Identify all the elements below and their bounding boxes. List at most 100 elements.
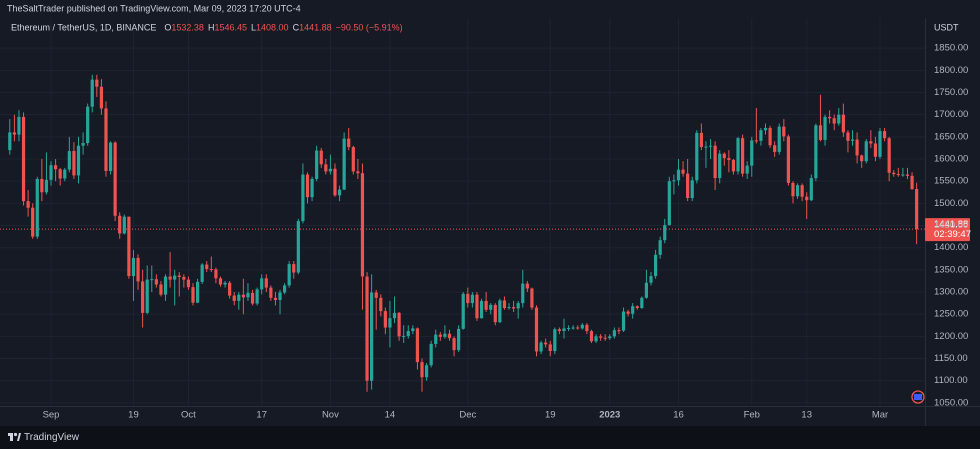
- y-tick-label: 1300.00: [934, 287, 968, 298]
- candle-body: [608, 336, 612, 339]
- legend-value: 1441.88: [299, 22, 332, 32]
- candle-body: [76, 145, 81, 176]
- x-tick-label: Oct: [181, 410, 196, 421]
- candle-body: [333, 168, 337, 196]
- candle-body: [777, 126, 781, 152]
- legend-value: 1408.00: [256, 22, 289, 32]
- candle-body: [159, 284, 163, 295]
- candle-body: [292, 264, 296, 273]
- candle-body: [26, 201, 30, 208]
- candle-body: [406, 331, 410, 336]
- candle-body: [31, 207, 35, 237]
- candle-body: [104, 108, 108, 171]
- x-tick-label: Nov: [322, 410, 339, 421]
- candle-body: [145, 279, 149, 313]
- candle-body: [250, 292, 255, 304]
- candle-body: [640, 297, 644, 309]
- x-tick-label: 17: [256, 410, 267, 421]
- candle-body: [681, 169, 685, 174]
- candle-body: [122, 216, 126, 234]
- y-tick-label: 1650.00: [934, 131, 968, 142]
- candle-body: [516, 303, 520, 309]
- y-tick-label: 1800.00: [934, 65, 968, 76]
- candle-body: [676, 169, 681, 181]
- candle-body: [228, 282, 232, 296]
- candle-body: [264, 278, 268, 288]
- candle-body: [81, 143, 85, 146]
- candle-body: [534, 307, 539, 352]
- candle-body: [278, 292, 282, 301]
- candle-body: [708, 145, 713, 147]
- candle-body: [319, 150, 323, 165]
- legend-key: H: [208, 22, 215, 32]
- candle-body: [795, 185, 800, 197]
- candle-body: [855, 139, 859, 156]
- candle-body: [530, 288, 534, 308]
- candle-body: [750, 140, 754, 166]
- candle-body: [814, 125, 818, 179]
- x-tick-label: Sep: [43, 410, 60, 421]
- candle-body: [273, 297, 278, 301]
- candle-body: [360, 173, 365, 277]
- candle-body: [411, 328, 415, 332]
- candle-body: [736, 138, 740, 172]
- candle-body: [466, 293, 470, 304]
- candle-body: [191, 287, 195, 303]
- brand-logo: [8, 432, 21, 441]
- candle-body: [195, 281, 200, 303]
- candle-body: [695, 132, 699, 181]
- candle-body: [223, 282, 227, 285]
- candle-body: [873, 143, 878, 157]
- candle-body: [72, 151, 76, 176]
- candle-body: [553, 329, 557, 352]
- y-tick-label: 1050.00: [934, 397, 968, 408]
- candle-body: [269, 287, 273, 298]
- candle-body: [141, 281, 145, 313]
- candle-body: [727, 158, 731, 160]
- candle-body: [347, 138, 351, 148]
- candle-body: [768, 127, 772, 146]
- candle-body: [246, 292, 250, 298]
- candle-body: [887, 138, 891, 173]
- legend-change: −90.50 (−5.91%): [336, 22, 403, 32]
- candle-body: [86, 106, 90, 144]
- candle-body: [663, 225, 667, 241]
- candle-body: [644, 282, 649, 298]
- candle-body: [58, 169, 62, 179]
- flag-icon: [911, 390, 925, 404]
- candle-body: [287, 264, 291, 286]
- candle-body: [763, 127, 768, 131]
- price-tag: [925, 218, 970, 242]
- candle-body: [168, 276, 172, 280]
- candle-body: [54, 165, 58, 170]
- candle-body: [305, 174, 310, 198]
- price-tag-value: 1441.88: [934, 219, 968, 230]
- candle-body: [90, 79, 94, 107]
- candle-body: [800, 185, 804, 197]
- y-tick-label: 1150.00: [934, 353, 968, 364]
- candle-body: [589, 331, 594, 342]
- candle-body: [379, 297, 383, 312]
- candle-body: [576, 327, 580, 329]
- candle-body: [818, 125, 823, 140]
- candle-body: [658, 240, 662, 255]
- candle-body: [296, 221, 300, 273]
- y-tick-label: 1750.00: [934, 87, 968, 98]
- candle-body: [461, 293, 465, 329]
- y-tick-label: 1400.00: [934, 242, 968, 253]
- y-tick-label: 1850.00: [934, 43, 968, 54]
- candle-body: [118, 215, 122, 234]
- y-tick-label: 1250.00: [934, 309, 968, 320]
- candle-body: [892, 172, 896, 175]
- candle-body: [525, 283, 529, 289]
- candle-body: [255, 289, 259, 304]
- candle-body: [154, 279, 158, 285]
- candle-body: [594, 336, 598, 342]
- candle-body: [452, 338, 456, 351]
- candle-body: [337, 189, 342, 196]
- candle-body: [782, 126, 786, 137]
- candle-body: [686, 173, 690, 199]
- legend-value: 1532.38: [171, 22, 204, 32]
- candle-body: [356, 171, 360, 174]
